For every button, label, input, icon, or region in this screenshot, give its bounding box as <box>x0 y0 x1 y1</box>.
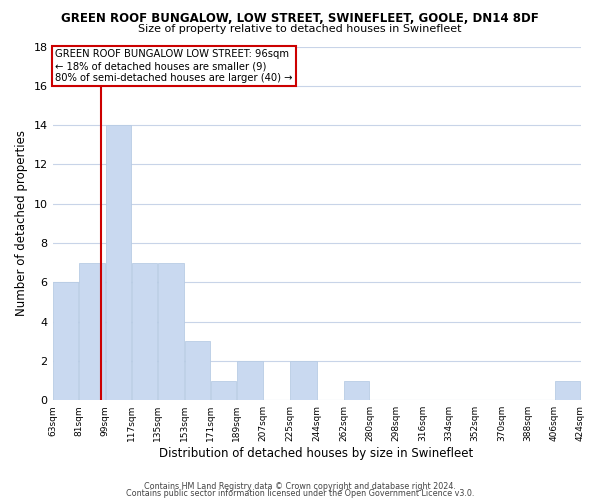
X-axis label: Distribution of detached houses by size in Swinefleet: Distribution of detached houses by size … <box>160 447 473 460</box>
Bar <box>290 361 317 400</box>
Text: GREEN ROOF BUNGALOW, LOW STREET, SWINEFLEET, GOOLE, DN14 8DF: GREEN ROOF BUNGALOW, LOW STREET, SWINEFL… <box>61 12 539 26</box>
Text: Size of property relative to detached houses in Swinefleet: Size of property relative to detached ho… <box>138 24 462 34</box>
Y-axis label: Number of detached properties: Number of detached properties <box>15 130 28 316</box>
Text: Contains HM Land Registry data © Crown copyright and database right 2024.: Contains HM Land Registry data © Crown c… <box>144 482 456 491</box>
Bar <box>106 125 131 400</box>
Bar <box>185 342 210 400</box>
Bar <box>238 361 263 400</box>
Text: GREEN ROOF BUNGALOW LOW STREET: 96sqm
← 18% of detached houses are smaller (9)
8: GREEN ROOF BUNGALOW LOW STREET: 96sqm ← … <box>55 50 293 82</box>
Text: Contains public sector information licensed under the Open Government Licence v3: Contains public sector information licen… <box>126 489 474 498</box>
Bar <box>79 262 104 400</box>
Bar <box>53 282 78 400</box>
Bar <box>344 380 370 400</box>
Bar <box>158 262 184 400</box>
Bar <box>555 380 580 400</box>
Bar <box>211 380 236 400</box>
Bar <box>132 262 157 400</box>
